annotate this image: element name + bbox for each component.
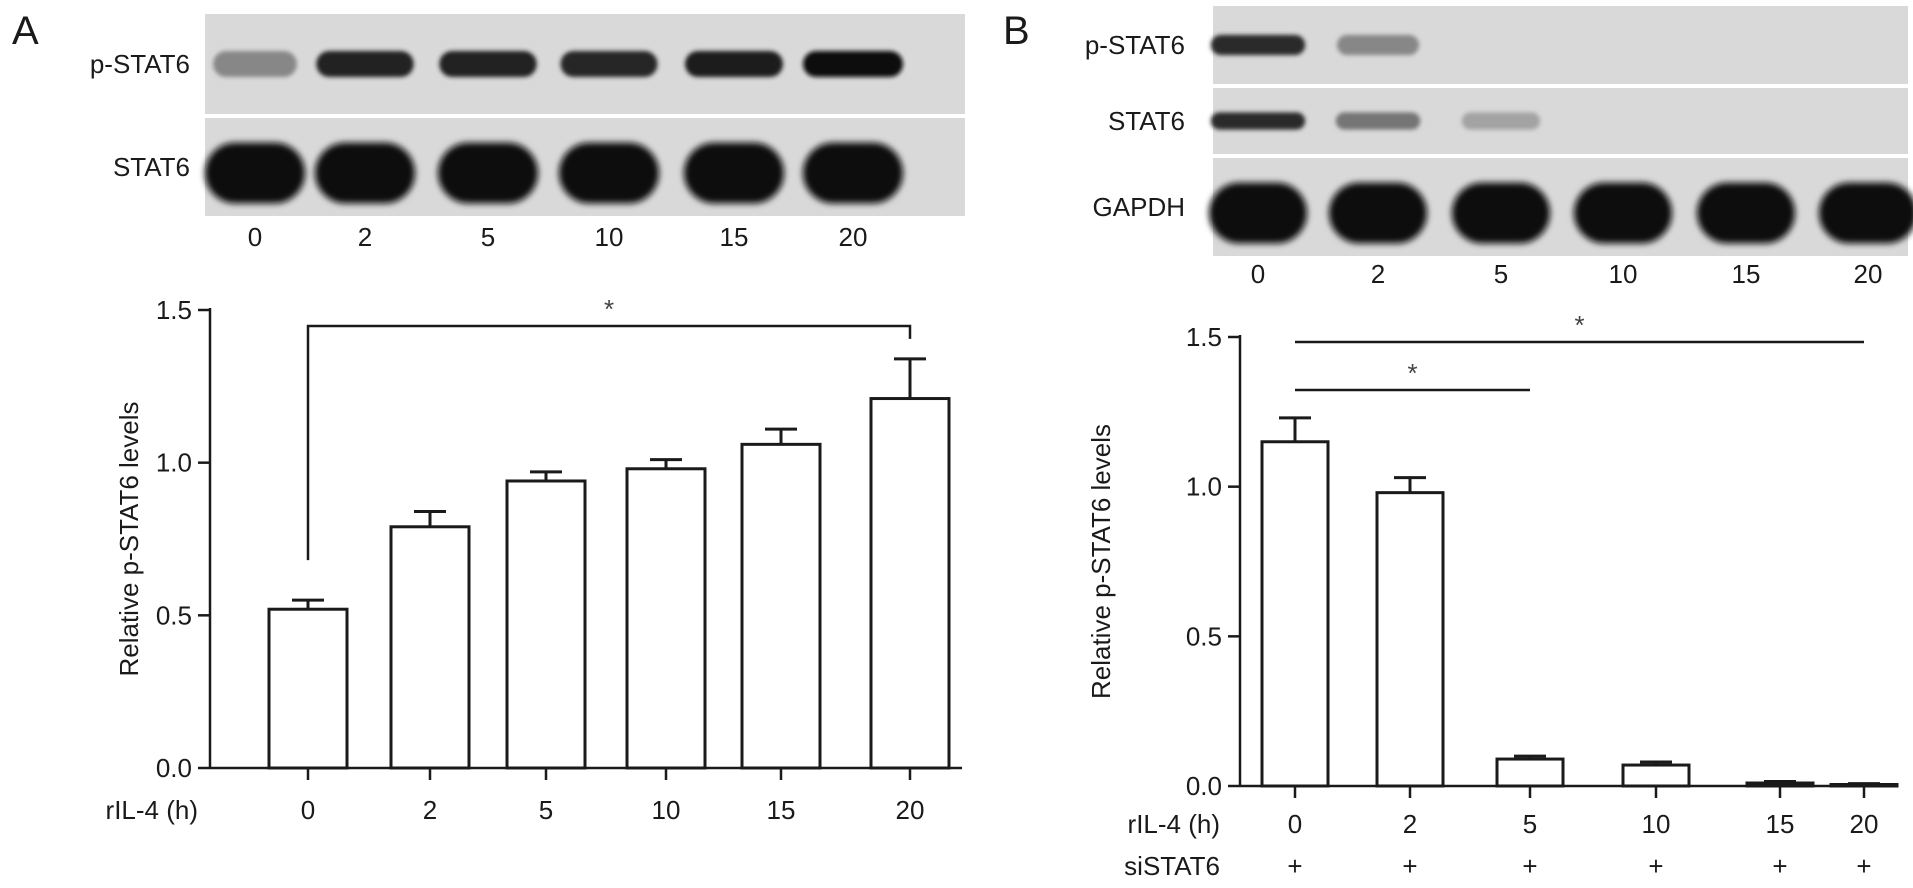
y-tick-label: 0.0 xyxy=(1186,771,1222,801)
blot-band xyxy=(315,142,415,204)
lane-label: 0 xyxy=(1251,259,1265,289)
significance-bracket xyxy=(306,324,912,561)
y-axis-label: Relative p-STAT6 levels xyxy=(1086,424,1116,699)
x-tick-label: 2 xyxy=(1403,809,1417,839)
sistat6-sign: + xyxy=(1402,851,1417,881)
blot-band xyxy=(1210,34,1306,56)
blot-band xyxy=(685,51,783,77)
bar xyxy=(389,525,471,770)
blot-band xyxy=(1574,182,1672,244)
blot-strip xyxy=(1213,88,1908,154)
panel-letter-b: B xyxy=(1003,9,1030,53)
significance-star: * xyxy=(1574,310,1584,340)
y-tick-label: 1.0 xyxy=(1186,472,1222,502)
bar xyxy=(740,442,822,770)
bar xyxy=(1745,781,1815,788)
blot-row-label: p-STAT6 xyxy=(1085,30,1185,60)
sistat6-sign: + xyxy=(1522,851,1537,881)
x-tick-label: 0 xyxy=(301,795,315,825)
blot-band xyxy=(1335,112,1421,130)
x-tick-label: 20 xyxy=(896,795,925,825)
x-tick-label: 5 xyxy=(539,795,553,825)
y-tick-label: 1.5 xyxy=(156,295,192,325)
blot-band xyxy=(1697,182,1795,244)
blot-band xyxy=(803,142,903,204)
blot-band xyxy=(560,51,658,77)
blot-band xyxy=(1819,182,1913,244)
x-tick-label: 2 xyxy=(423,795,437,825)
blot-band xyxy=(803,51,903,77)
x-row2-label: siSTAT6 xyxy=(1124,851,1220,881)
x-tick-label: 15 xyxy=(1766,809,1795,839)
blot-band xyxy=(205,142,305,204)
blot-band xyxy=(1461,112,1541,130)
bar xyxy=(1495,757,1565,788)
blot-band xyxy=(1209,182,1307,244)
blot-band xyxy=(1210,112,1306,130)
bar xyxy=(267,607,349,770)
western-blot-b: p-STAT6 STAT6 GAPDH 0 2 5 10 15 20 xyxy=(1085,6,1913,289)
blot-band xyxy=(1452,182,1550,244)
lane-label: 10 xyxy=(1609,259,1638,289)
bar xyxy=(1260,440,1330,788)
y-tick-label: 0.5 xyxy=(1186,621,1222,651)
western-blot-a: p-STAT6 STAT6 0 2 5 10 15 20 xyxy=(90,14,965,252)
bar-chart-b: 0.0 0.5 1.0 1.5 Relative p-STAT6 levels 0 +2 +5… xyxy=(1086,310,1899,881)
bar-chart-a: 0.0 0.5 1.0 1.5 Relative p-STAT6 levels 0 2 5 10… xyxy=(106,294,962,825)
y-tick-label: 0.0 xyxy=(156,753,192,783)
bar xyxy=(1621,763,1691,788)
x-row-label: rIL-4 (h) xyxy=(1128,809,1220,839)
lane-label: 20 xyxy=(839,222,868,252)
blot-band xyxy=(1329,182,1427,244)
blot-row-label: STAT6 xyxy=(1108,106,1185,136)
blot-row-label: p-STAT6 xyxy=(90,49,190,79)
blot-row-label: GAPDH xyxy=(1093,192,1185,222)
lane-label: 0 xyxy=(248,222,262,252)
y-tick-label: 1.0 xyxy=(156,448,192,478)
lane-label: 2 xyxy=(358,222,372,252)
sistat6-sign: + xyxy=(1648,851,1663,881)
x-tick-label: 15 xyxy=(767,795,796,825)
significance-star: * xyxy=(604,294,614,324)
x-tick-label: 20 xyxy=(1850,809,1879,839)
blot-band xyxy=(439,51,537,77)
x-tick-label: 0 xyxy=(1288,809,1302,839)
blot-band xyxy=(1336,34,1420,56)
lane-label: 10 xyxy=(595,222,624,252)
lane-label: 15 xyxy=(720,222,749,252)
bar xyxy=(625,467,707,770)
blot-band xyxy=(438,142,538,204)
y-tick-label: 1.5 xyxy=(1186,322,1222,352)
bar xyxy=(1375,491,1445,788)
x-row-label: rIL-4 (h) xyxy=(106,795,198,825)
significance-star: * xyxy=(1407,358,1417,388)
sistat6-sign: + xyxy=(1856,851,1871,881)
blot-band xyxy=(684,142,784,204)
blot-band xyxy=(213,51,297,77)
x-tick-label: 10 xyxy=(1642,809,1671,839)
bar xyxy=(869,397,951,770)
sistat6-sign: + xyxy=(1772,851,1787,881)
lane-label: 20 xyxy=(1854,259,1883,289)
y-tick-label: 0.5 xyxy=(156,600,192,630)
y-axis-label: Relative p-STAT6 levels xyxy=(114,401,144,676)
lane-label: 5 xyxy=(1494,259,1508,289)
x-tick-label: 5 xyxy=(1523,809,1537,839)
sistat6-sign: + xyxy=(1287,851,1302,881)
blot-strip xyxy=(1213,6,1908,84)
bar xyxy=(505,479,587,770)
lane-label: 5 xyxy=(481,222,495,252)
panel-letter-a: A xyxy=(12,9,39,53)
x-tick-label: 10 xyxy=(652,795,681,825)
blot-band xyxy=(316,51,414,77)
blot-band xyxy=(559,142,659,204)
blot-row-label: STAT6 xyxy=(113,152,190,182)
blot-strip xyxy=(1213,158,1908,256)
lane-label: 2 xyxy=(1371,259,1385,289)
lane-label: 15 xyxy=(1732,259,1761,289)
